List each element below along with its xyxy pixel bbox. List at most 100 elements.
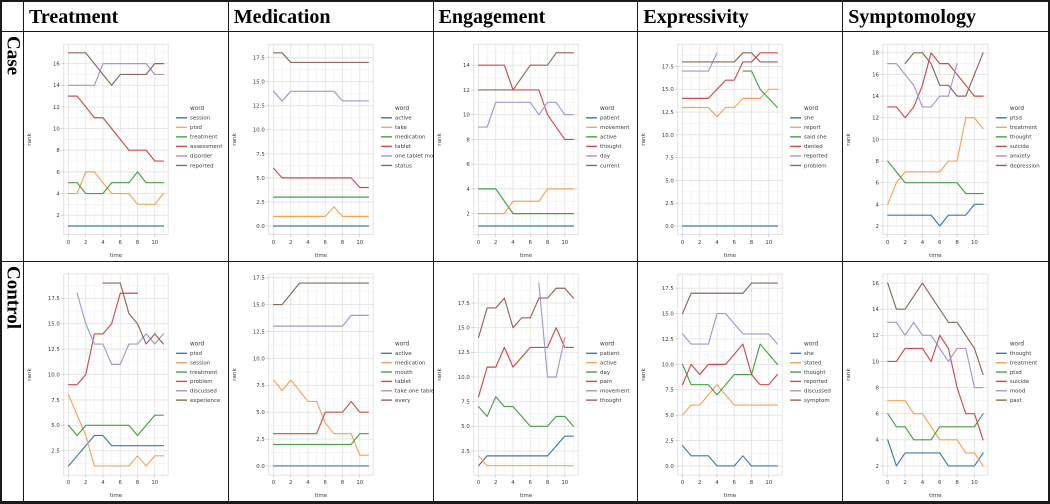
svg-text:12.5: 12.5 [662,337,674,343]
svg-text:depression: depression [1010,163,1040,169]
svg-text:2.5: 2.5 [256,200,265,206]
svg-text:2: 2 [289,480,292,486]
svg-text:word: word [804,342,818,348]
svg-text:she: she [804,116,814,122]
chart-case-symptomology: 2 4 6 8 10 12 14 16 18 0 2 4 6 8 10 time rank word ptsd tre… [843,32,1048,262]
svg-text:8: 8 [545,480,549,486]
svg-text:7.5: 7.5 [51,398,60,404]
svg-text:assessment: assessment [190,144,223,150]
svg-text:16: 16 [53,62,60,68]
chart-control-symptomology: 2 4 6 8 10 12 14 16 0 2 4 6 8 10 time rank word thought tr… [843,262,1048,502]
svg-text:0: 0 [67,480,71,486]
svg-text:thought: thought [1010,135,1032,141]
svg-text:10: 10 [53,126,60,132]
svg-text:experience: experience [190,398,221,404]
svg-text:symptom: symptom [804,398,830,404]
svg-text:4: 4 [716,480,720,486]
svg-text:time: time [314,253,327,259]
svg-text:2.5: 2.5 [666,201,675,207]
svg-text:2: 2 [84,240,87,246]
svg-text:thought: thought [1010,351,1032,357]
svg-text:take: take [395,125,407,131]
svg-text:problem: problem [190,379,213,385]
svg-text:12.5: 12.5 [253,104,265,110]
svg-text:time: time [110,493,123,499]
svg-text:4: 4 [921,240,925,246]
svg-text:reported: reported [804,154,828,160]
svg-text:6: 6 [528,480,532,486]
svg-text:ptsd: ptsd [190,351,202,357]
svg-text:17.5: 17.5 [253,56,265,62]
svg-text:2: 2 [698,480,701,486]
svg-text:10: 10 [561,240,568,246]
svg-text:6: 6 [119,240,123,246]
svg-text:8: 8 [56,148,60,154]
svg-text:mouth: mouth [395,370,413,376]
line-chart-control-engagement: 2.5 5.0 7.5 10.0 12.5 15.0 17.5 0 2 4 6 8 10 time rank… [437,273,630,499]
svg-text:14: 14 [53,83,60,89]
line-chart-control-symptomology: 2 4 6 8 10 12 14 16 0 2 4 6 8 10 time rank word thought tr… [846,273,1038,499]
svg-text:2: 2 [698,240,701,246]
svg-text:rank: rank [437,368,443,381]
svg-text:6: 6 [733,480,737,486]
svg-text:8: 8 [956,240,960,246]
svg-text:2: 2 [494,240,497,246]
svg-text:2: 2 [494,480,497,486]
svg-text:reported: reported [190,163,214,169]
svg-text:she: she [804,351,814,357]
svg-text:5.0: 5.0 [666,178,675,184]
svg-text:6: 6 [938,480,942,486]
svg-text:tablet: tablet [395,144,412,150]
svg-text:10.0: 10.0 [662,133,674,139]
svg-text:2: 2 [466,212,469,218]
svg-text:4: 4 [56,191,60,197]
svg-text:2: 2 [904,480,907,486]
line-chart-control-medication: 0.0 2.5 5.0 7.5 10.0 12.5 15.0 17.5 0 2 4 6 8 10 time r… [232,273,433,499]
svg-text:10: 10 [463,113,470,119]
svg-text:0: 0 [476,480,480,486]
svg-text:anxiety: anxiety [1010,154,1031,160]
svg-text:discussed: discussed [804,389,831,395]
svg-text:8: 8 [750,480,754,486]
svg-text:movement: movement [600,389,630,395]
svg-text:word: word [190,106,204,112]
svg-text:0.0: 0.0 [256,224,265,230]
svg-text:6: 6 [119,480,123,486]
svg-text:stated: stated [804,360,821,366]
line-chart-case-expressivity: 0.0 2.5 5.0 7.5 10.0 12.5 15.0 17.5 0 2 4 6 8 10 time r… [641,43,828,259]
svg-text:every: every [395,398,411,404]
svg-text:8: 8 [545,240,549,246]
svg-text:take one tablet: take one tablet [395,389,433,395]
svg-text:10.0: 10.0 [253,356,266,362]
svg-text:denied: denied [804,144,823,150]
line-chart-case-medication: 0.0 2.5 5.0 7.5 10.0 12.5 15.0 17.5 0 2 4 6 8 10 time r… [232,43,433,259]
svg-text:2.5: 2.5 [256,437,265,443]
column-header-label: Medication [233,5,331,28]
svg-text:active: active [395,116,412,122]
svg-text:8: 8 [341,480,345,486]
svg-text:8: 8 [750,240,754,246]
svg-text:one tablet mouth: one tablet mouth [395,154,433,160]
svg-text:rank: rank [27,368,33,381]
svg-text:patient: patient [600,116,620,122]
svg-text:14: 14 [872,94,879,100]
svg-text:2: 2 [84,480,87,486]
column-header-label: Engagement [438,5,546,28]
svg-text:word: word [804,106,818,112]
svg-text:time: time [110,253,123,259]
svg-text:treatment: treatment [190,370,218,376]
svg-text:10: 10 [766,480,773,486]
svg-text:12.5: 12.5 [48,347,60,353]
svg-text:0: 0 [886,240,890,246]
svg-text:10: 10 [766,240,773,246]
svg-text:active: active [395,351,412,357]
svg-text:word: word [600,106,614,112]
svg-text:0: 0 [886,480,890,486]
svg-text:treatment: treatment [1010,360,1038,366]
svg-text:10.0: 10.0 [457,375,470,381]
svg-text:past: past [1010,398,1023,404]
row-label-text: Case [2,36,24,76]
svg-text:6: 6 [938,240,942,246]
row-label-text: Control [2,266,24,329]
